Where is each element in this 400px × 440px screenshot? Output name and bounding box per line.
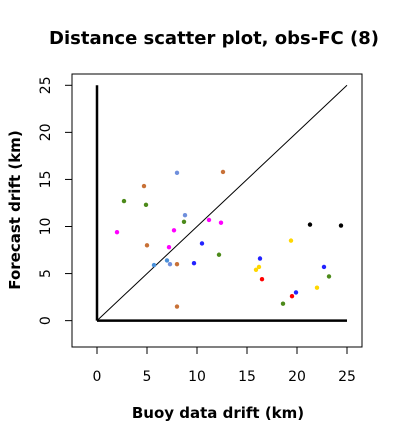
data-point xyxy=(314,285,320,290)
data-point xyxy=(253,267,259,273)
data-point xyxy=(326,274,332,279)
data-point xyxy=(144,243,150,248)
data-point xyxy=(164,258,170,263)
x-tick-label: 5 xyxy=(143,369,152,385)
identity-diagonal-line xyxy=(96,84,348,322)
x-tick-label: 0 xyxy=(93,369,102,385)
data-point xyxy=(166,245,172,250)
x-axis-label: Buoy data drift (km) xyxy=(132,404,304,422)
data-point xyxy=(121,198,127,204)
x-tick-label: 15 xyxy=(238,369,256,385)
data-point xyxy=(171,228,177,233)
data-point xyxy=(307,222,313,227)
y-tick-label: 15 xyxy=(38,171,54,189)
y-tick-label: 25 xyxy=(38,76,54,94)
data-point xyxy=(288,238,294,243)
data-point xyxy=(321,264,327,270)
x-axis-ticks: 0 5 10 15 20 25 xyxy=(93,347,356,385)
y-tick-label: 0 xyxy=(38,316,54,325)
data-point xyxy=(199,241,205,246)
data-point xyxy=(293,290,299,295)
data-point xyxy=(289,293,295,299)
y-tick-label: 10 xyxy=(38,218,54,236)
data-point xyxy=(174,304,180,309)
data-point xyxy=(151,262,157,268)
data-point xyxy=(114,229,120,235)
y-tick-label: 20 xyxy=(38,123,54,141)
data-point xyxy=(167,261,173,267)
y-axis-label: Forecast drift (km) xyxy=(6,130,24,289)
reference-lines xyxy=(95,84,348,322)
data-point xyxy=(141,183,147,189)
data-point xyxy=(257,256,263,261)
data-point xyxy=(174,170,180,176)
y-tick-label: 5 xyxy=(38,269,54,278)
data-point xyxy=(174,261,180,267)
data-point xyxy=(216,252,222,257)
data-point xyxy=(256,264,262,270)
data-point xyxy=(182,213,188,218)
data-point xyxy=(206,217,212,223)
y-axis-ticks: 0 5 10 15 20 25 xyxy=(38,76,72,325)
data-points xyxy=(114,169,344,309)
chart-title: Distance scatter plot, obs-FC (8) xyxy=(49,28,379,49)
x-tick-label: 20 xyxy=(288,369,306,385)
data-point xyxy=(280,301,286,306)
x-tick-label: 10 xyxy=(188,369,206,385)
data-point xyxy=(181,219,187,224)
data-point xyxy=(259,277,265,282)
data-point xyxy=(220,169,226,175)
data-point xyxy=(218,220,224,225)
data-point xyxy=(191,261,197,266)
data-point xyxy=(143,202,149,208)
data-point xyxy=(338,223,344,228)
x-tick-label: 25 xyxy=(338,369,356,385)
plot-frame xyxy=(71,73,363,348)
